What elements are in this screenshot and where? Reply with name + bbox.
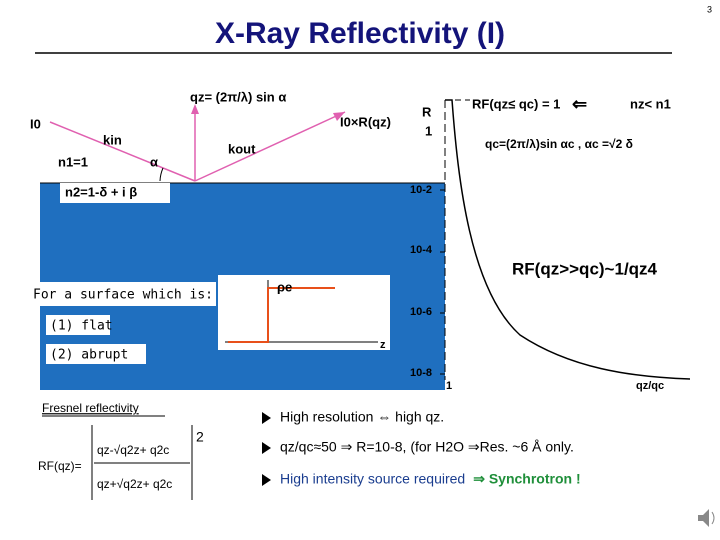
profile-box xyxy=(218,275,390,350)
plot-area xyxy=(446,90,700,390)
n1-label: n1=1 xyxy=(58,154,88,169)
sound-wave xyxy=(711,511,715,525)
title: X-Ray Reflectivity (I) xyxy=(215,17,505,50)
arrow-head xyxy=(191,104,199,114)
y-tick-label: 10-8 xyxy=(410,367,432,379)
y-tick-label: 10-6 xyxy=(410,306,432,318)
label-box xyxy=(28,282,216,306)
surface-item: (1) flat xyxy=(50,319,113,334)
y-ticks xyxy=(440,189,445,375)
incident-label: I0 xyxy=(30,116,41,131)
bullet-text: High intensity source required xyxy=(280,471,465,487)
y-axis-label: R xyxy=(422,104,432,119)
density-step xyxy=(228,287,335,343)
surface-item: (2) abrupt xyxy=(50,348,128,363)
incident-beam xyxy=(49,121,196,182)
qz-formula: qz= (2π/λ) sin α xyxy=(190,89,286,104)
y-tick-label: 10-2 xyxy=(410,184,432,196)
profile-x-label: z xyxy=(380,339,386,351)
bullet xyxy=(262,474,271,486)
n2-label: n2=1-δ + i β xyxy=(65,184,137,199)
angle-arc xyxy=(159,167,164,182)
rf-below: RF(qz≤ qc) = 1 xyxy=(472,96,560,111)
page-number: 3 xyxy=(707,4,712,14)
profile-y-label: ρe xyxy=(277,279,292,294)
reflected-label: I0×R(qz) xyxy=(340,114,391,129)
x-one: 1 xyxy=(446,380,452,392)
fresnel-heading: Fresnel reflectivity xyxy=(42,401,139,415)
label-box xyxy=(60,183,170,203)
y-tick-label: 10-4 xyxy=(410,244,433,256)
nz-condition: nz< n1 xyxy=(630,96,671,111)
fresnel-denominator: qz+√q2z+ q2c xyxy=(97,477,172,491)
fresnel-lhs: RF(qz)= xyxy=(38,459,82,473)
bullet xyxy=(262,442,271,454)
bullet xyxy=(262,412,271,424)
label-box xyxy=(46,315,110,335)
reflectivity-curve xyxy=(445,99,691,380)
kin-label: kin xyxy=(103,132,122,147)
qc-definition: qc=(2π/λ)sin αc , αc =√2 δ xyxy=(485,137,633,151)
arrow-head xyxy=(333,112,345,121)
audio-icon xyxy=(698,509,715,527)
bullet-text: qz/qc≈50 ⇒ R=10-8, (for H2O ⇒Res. ~6 Å o… xyxy=(280,439,574,455)
surface-heading: For a surface which is: xyxy=(33,288,213,303)
implies: ⇐ xyxy=(572,94,587,114)
x-axis-label: qz/qc xyxy=(636,380,664,392)
kout-label: kout xyxy=(228,141,256,156)
angle-label: α xyxy=(150,154,158,169)
y-one: 1 xyxy=(425,123,432,138)
speaker xyxy=(698,509,709,527)
rf-above: RF(qz>>qc)~1/qz4 xyxy=(512,259,658,278)
label-box xyxy=(46,344,146,364)
bullet-text: High resolution ⇔ high qz. xyxy=(280,409,444,425)
fresnel-numerator: qz-√q2z+ q2c xyxy=(97,443,169,457)
reflected-beam xyxy=(194,111,346,182)
bullet-emphasis: ⇒ Synchrotron ! xyxy=(473,471,580,487)
fresnel-power: 2 xyxy=(196,429,204,445)
